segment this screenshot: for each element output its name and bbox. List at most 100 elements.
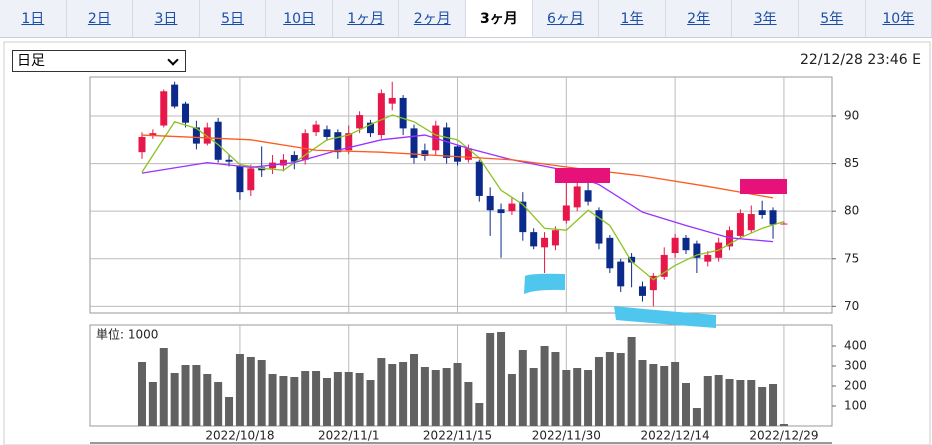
volume-bar [301, 371, 310, 426]
x-tick-label: 2022/11/30 [532, 429, 601, 443]
volume-bar [616, 353, 625, 426]
candle-body [475, 161, 483, 196]
candle-body [366, 122, 374, 134]
volume-bar [725, 379, 734, 426]
period-tab[interactable]: 2ヶ月 [399, 0, 467, 37]
volume-bar [671, 362, 680, 426]
volume-bar [540, 346, 549, 426]
period-tab[interactable]: 10年 [865, 0, 932, 37]
volume-bar [355, 373, 364, 426]
x-tick-label: 2022/12/14 [641, 429, 710, 443]
interval-select[interactable]: 日足 [12, 50, 186, 72]
period-tab[interactable]: 5年 [798, 0, 866, 37]
candle-body [454, 146, 462, 162]
period-tab[interactable]: 5日 [199, 0, 267, 37]
volume-bar [399, 362, 408, 426]
volume-bar [747, 380, 756, 426]
candle-body [214, 121, 222, 160]
candle-body [290, 155, 298, 162]
volume-bar [290, 377, 299, 426]
volume-bar [769, 384, 778, 426]
candle-body [138, 136, 146, 153]
volume-bar [279, 376, 288, 426]
price-layer: 70 75 80 85 90 [90, 77, 859, 313]
x-tick-label: 2022/11/1 [318, 429, 380, 443]
volume-bar [203, 374, 212, 426]
volume-bar [431, 370, 440, 426]
volume-bar [322, 378, 331, 426]
volume-bar [410, 354, 418, 426]
candle-body [312, 124, 320, 133]
volume-bar [442, 368, 451, 426]
candle-body [421, 150, 429, 156]
period-tab[interactable]: 10日 [266, 0, 333, 37]
volume-bar [464, 382, 473, 426]
candle-body [519, 201, 527, 233]
candle-body [377, 93, 385, 136]
volume-bar [257, 360, 266, 426]
period-tab[interactable]: 1日 [0, 0, 67, 37]
candle-body [606, 237, 614, 269]
y-tick-label: 75 [844, 251, 859, 265]
candle-body [192, 127, 200, 144]
y-tick-label: 200 [844, 379, 867, 393]
volume-bar [377, 358, 386, 426]
candle-body [399, 97, 407, 129]
candle-body [464, 148, 472, 160]
candle-body [388, 97, 396, 104]
unit-label: 単位: 1000 [96, 327, 158, 342]
candle-body [345, 133, 353, 151]
candle-body [443, 127, 451, 158]
highlight [740, 179, 787, 194]
candle-body [486, 195, 494, 211]
candle-body [693, 243, 701, 258]
volume-bar [562, 370, 571, 426]
candle-body [182, 103, 190, 123]
period-tab[interactable]: 1ヶ月 [332, 0, 400, 37]
volume-bar [529, 368, 538, 426]
volume-bar [192, 365, 201, 426]
volume-bar [159, 348, 168, 426]
volume-bar [453, 363, 462, 426]
period-tab[interactable]: 3年 [732, 0, 799, 37]
moving-average [141, 134, 774, 199]
volume-bar [388, 364, 397, 426]
volume-bar [660, 366, 669, 426]
period-tab[interactable]: 2日 [66, 0, 134, 37]
volume-bar [344, 372, 353, 426]
volume-bar [486, 333, 495, 426]
period-tab[interactable]: 1年 [599, 0, 666, 37]
volume-bar [170, 373, 179, 426]
period-tabs: 1日 2日 3日 5日 10日 1ヶ月 2ヶ月 3ヶ月 6ヶ月 1年 2年 3年 5年 10年 [0, 0, 932, 38]
volume-bar [148, 382, 157, 426]
candle-body [247, 168, 255, 191]
x-tick-label: 2022/10/18 [205, 429, 274, 443]
candle-body [236, 166, 244, 193]
volume-bar [507, 374, 516, 426]
volume-bar [312, 371, 321, 426]
candle-body [758, 210, 766, 215]
volume-bar [584, 370, 593, 426]
x-tick-label: 2022/12/29 [749, 429, 818, 443]
volume-bar [758, 387, 767, 426]
volume-bar [779, 424, 788, 426]
volume-bar [649, 364, 658, 426]
period-tab[interactable]: 6ヶ月 [532, 0, 600, 37]
candle-body [682, 237, 690, 251]
candle-body [149, 133, 157, 136]
candle-body [356, 115, 364, 129]
period-tab[interactable]: 3ヶ月 [466, 0, 533, 37]
candle-body [780, 223, 788, 225]
candle-body [736, 213, 744, 236]
volume-bar [551, 352, 560, 426]
candle-body [508, 203, 516, 212]
candle-body [649, 275, 657, 291]
candle-body [323, 129, 331, 137]
period-tab[interactable]: 2年 [665, 0, 733, 37]
candle-body [769, 210, 777, 225]
highlight [555, 168, 610, 183]
candle-body [595, 210, 603, 244]
timestamp: 22/12/28 23:46 E [800, 52, 921, 68]
period-tab[interactable]: 3日 [133, 0, 200, 37]
candle-body [225, 159, 233, 162]
